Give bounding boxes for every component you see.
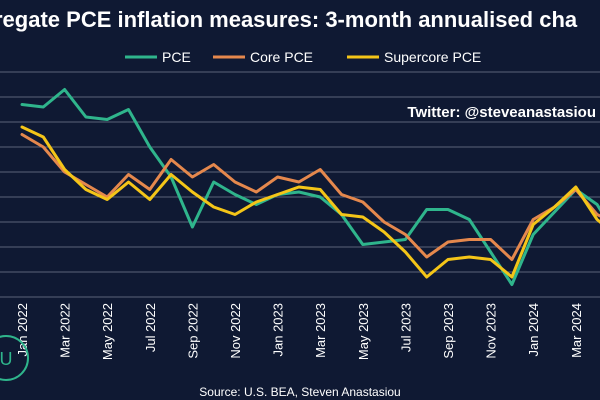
legend-label: Core PCE xyxy=(250,49,313,65)
grid-lines xyxy=(0,71,600,298)
logo: U xyxy=(0,335,29,381)
x-tick-label: Jan 2022 xyxy=(15,303,30,357)
watermark-text: Twitter: @steveanastasiou xyxy=(407,104,596,121)
x-tick-label: May 2022 xyxy=(100,303,115,360)
logo-letter: U xyxy=(0,349,13,369)
x-tick-label: Mar 2022 xyxy=(58,303,73,358)
x-tick-label: May 2023 xyxy=(356,303,371,360)
x-tick-label: Jan 2023 xyxy=(271,303,286,357)
legend-label: Supercore PCE xyxy=(384,49,481,65)
series-line xyxy=(20,88,600,286)
series-layer xyxy=(20,88,600,286)
x-tick-label: Mar 2024 xyxy=(569,303,584,358)
x-tick-label: Nov 2022 xyxy=(228,303,243,359)
series-line xyxy=(20,125,600,279)
x-tick-label: Mar 2023 xyxy=(313,303,328,358)
x-tick-label: Jan 2024 xyxy=(526,303,541,357)
x-tick-label: Jul 2023 xyxy=(398,303,413,352)
legend-label: PCE xyxy=(162,49,191,65)
x-tick-label: Jul 2022 xyxy=(143,303,158,352)
legend: PCE Core PCE Supercore PCE xyxy=(125,49,481,65)
x-tick-label: Sep 2023 xyxy=(441,303,456,359)
logo-circle xyxy=(0,335,29,381)
x-tick-label: Sep 2022 xyxy=(185,303,200,359)
series-line xyxy=(20,133,600,261)
chart-title: regate PCE inflation measures: 3-month a… xyxy=(0,7,578,32)
x-tick-label: Nov 2023 xyxy=(484,303,499,359)
x-axis-tick-labels: Jan 2022 Mar 2022 May 2022 Jul 2022 Sep 2022… xyxy=(15,303,584,360)
source-text: Source: U.S. BEA, Steven Anastasiou xyxy=(199,385,400,399)
